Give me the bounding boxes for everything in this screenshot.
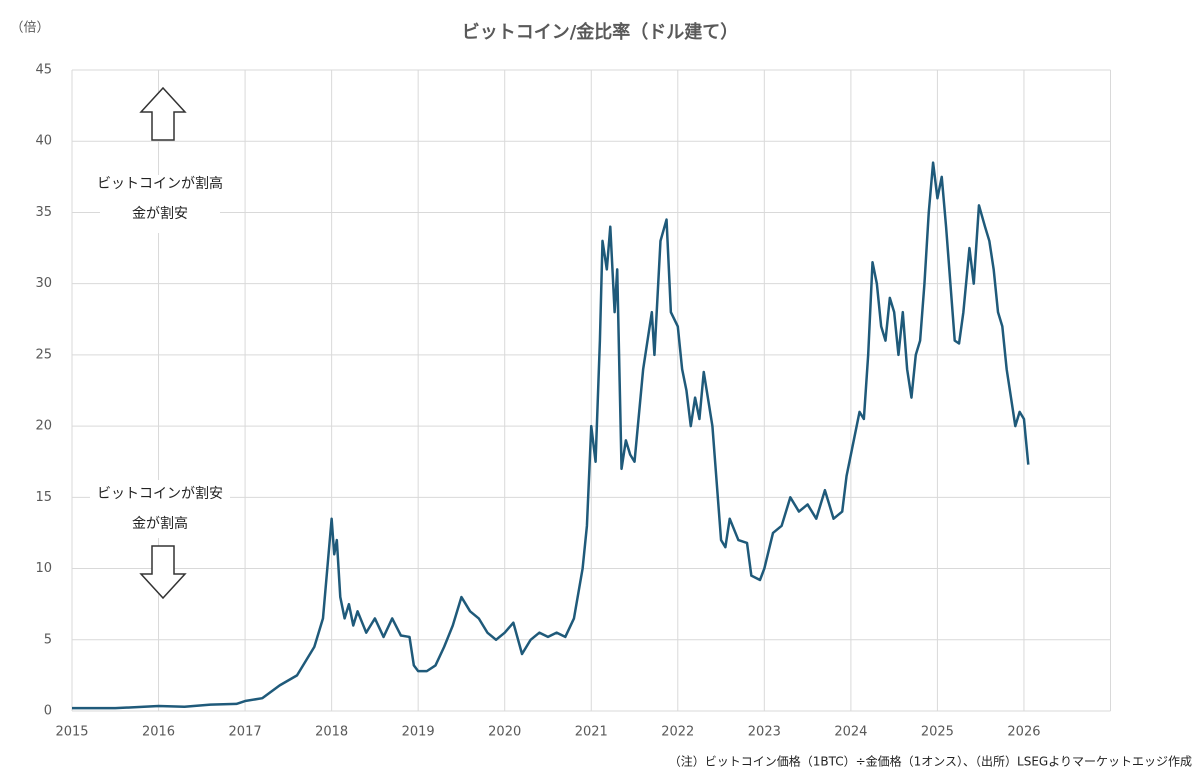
x-tick-label: 2017: [229, 725, 262, 740]
x-tick-label: 2024: [834, 725, 867, 740]
x-tick-label: 2021: [575, 725, 608, 740]
x-tick-label: 2015: [55, 725, 88, 740]
y-tick-label: 10: [35, 561, 52, 576]
annotation-box: [100, 175, 220, 233]
x-tick-label: 2025: [921, 725, 954, 740]
y-tick-label: 35: [35, 205, 52, 220]
x-tick-label: 2016: [142, 725, 175, 740]
annotation: ビットコインが割安: [97, 485, 223, 502]
y-tick-label: 25: [35, 347, 52, 362]
annotation: ビットコインが割高: [97, 175, 223, 192]
x-tick-label: 2026: [1007, 725, 1040, 740]
grid: [71, 69, 1111, 712]
footnote: （注）ビットコイン価格（1BTC）÷金価格（1オンス）、（出所）LSEGよりマー…: [669, 754, 1192, 769]
y-tick-label: 5: [44, 632, 52, 647]
y-tick-label: 40: [35, 134, 52, 149]
y-tick-label: 45: [35, 63, 52, 78]
chart-title: ビットコイン/金比率（ドル建て）: [462, 21, 739, 43]
annotation: 金が割高: [132, 515, 188, 532]
annotation: 金が割安: [132, 205, 188, 222]
x-tick-label: 2020: [488, 725, 521, 740]
data-line: [72, 161, 1030, 710]
y-tick-label: 30: [35, 276, 52, 291]
up-arrow: [139, 86, 187, 141]
y-tick-label: 20: [35, 419, 52, 434]
x-tick-label: 2019: [402, 725, 435, 740]
x-tick-label: 2022: [661, 725, 694, 740]
y-tick-label: 0: [44, 704, 52, 719]
y-tick-label: 15: [35, 490, 52, 505]
down-arrow: [139, 545, 187, 600]
x-tick-label: 2023: [748, 725, 781, 740]
y-axis-label: （倍）: [10, 21, 49, 36]
annotation-box: [90, 480, 230, 538]
x-tick-label: 2018: [315, 725, 348, 740]
